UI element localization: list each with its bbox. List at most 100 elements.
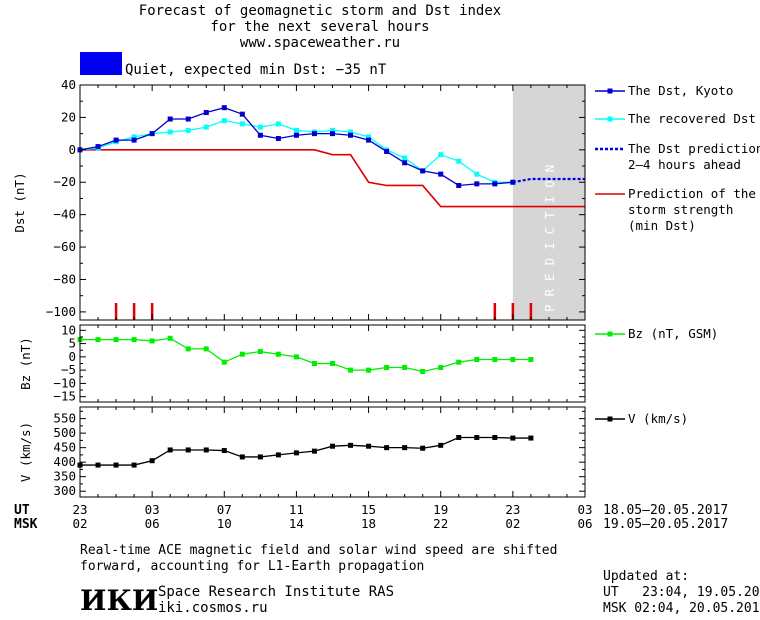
dst-prediction-legend-label: The Dst prediction [628, 141, 760, 156]
kyoto-dst-point [348, 132, 354, 138]
y-tick-label: 5 [68, 336, 76, 351]
prediction-region [512, 85, 585, 320]
speed-point [348, 442, 354, 448]
kyoto-legend-marker [607, 88, 613, 94]
msk-label: MSK [14, 517, 38, 532]
bz-point [275, 351, 281, 357]
speed-point [330, 443, 335, 449]
x-tick-label-ut: 19 [433, 502, 448, 517]
kyoto-dst-point [420, 168, 426, 174]
speed-point [528, 435, 534, 441]
kyoto-dst-point [95, 144, 101, 150]
speed-point [95, 462, 101, 468]
recovered-dst-point [438, 152, 444, 158]
dst-prediction-legend-label: 2–4 hours ahead [628, 157, 741, 172]
kyoto-dst-point [113, 137, 119, 143]
x-tick-label-msk: 02 [505, 516, 520, 531]
bz-point [510, 357, 516, 363]
x-tick-label-msk: 18 [361, 516, 376, 531]
y-tick-label: −80 [53, 271, 76, 286]
speed-point [420, 445, 426, 451]
y-tick-label: 300 [53, 483, 76, 498]
y-axis-label: V (km/s) [18, 422, 33, 482]
storm-legend-label: (min Dst) [628, 218, 696, 233]
x-tick-label-msk: 22 [433, 516, 448, 531]
recovered-legend-marker [607, 116, 613, 122]
bz-point [474, 357, 480, 363]
bz-line [80, 337, 531, 373]
recovered-dst-point [348, 129, 354, 135]
plot-frame [79, 406, 586, 498]
prediction-label: PREDICTION [542, 157, 557, 312]
bz-point [113, 337, 119, 343]
bz-point [528, 357, 534, 363]
y-axis-label: Bz (nT) [18, 337, 33, 390]
bz-point [330, 361, 335, 366]
dst-prediction-line [512, 177, 585, 184]
bz-point [492, 357, 498, 363]
speed-point [113, 462, 119, 468]
recovered-dst-point [203, 124, 209, 130]
speed-point [474, 434, 480, 440]
website-link[interactable]: www.spaceweather.ru [239, 35, 401, 51]
y-tick-label: −40 [53, 207, 76, 222]
y-tick-label: 0 [68, 142, 76, 157]
bz-point [149, 338, 155, 344]
recovered-dst-point [330, 127, 335, 133]
bz-point [239, 351, 245, 357]
x-tick-label-ut: 11 [289, 502, 304, 517]
speed-point [293, 450, 299, 456]
kyoto-dst-point [330, 131, 335, 137]
speed-point [221, 448, 227, 454]
speed-point [402, 445, 408, 451]
recovered-dst-point [257, 124, 263, 130]
speed-point [492, 434, 498, 440]
kyoto-dst-point [257, 132, 263, 138]
v-legend-label: V (km/s) [628, 411, 688, 426]
v-legend-marker [607, 416, 613, 422]
recovered-dst-point [239, 121, 245, 127]
kyoto-dst-point [275, 135, 281, 141]
storm-legend-label: Prediction of the [628, 186, 756, 201]
speed-point [203, 447, 209, 453]
storm-legend-label: storm strength [628, 202, 733, 217]
x-tick-label-ut: 15 [361, 502, 376, 517]
kyoto-dst-line [79, 107, 513, 187]
bz-point [221, 359, 227, 365]
bz-legend-marker [607, 331, 613, 337]
y-tick-label: 500 [53, 425, 76, 440]
y-tick-label: 10 [61, 322, 76, 337]
y-tick-label: 400 [53, 454, 76, 469]
recovered-dst-point [474, 171, 480, 177]
recovered-dst-point [167, 129, 173, 135]
speed-point [275, 452, 281, 458]
institute-url[interactable]: iki.cosmos.ru [158, 600, 268, 616]
recovered-dst-point [185, 127, 191, 133]
kyoto-dst-point [293, 132, 299, 138]
speed-point [510, 435, 516, 441]
speed-point [311, 448, 317, 454]
bz-point [203, 346, 209, 352]
y-tick-label: 550 [53, 411, 76, 426]
x-tick-label-msk: 10 [217, 516, 232, 531]
status-label: Quiet, expected min Dst: −35 nT [125, 62, 387, 78]
updated-label: Updated at: [603, 569, 690, 584]
x-tick-label-msk: 06 [145, 516, 160, 531]
kyoto-dst-point [185, 116, 191, 122]
bz-point [366, 367, 372, 373]
recovered-dst-point [221, 118, 227, 124]
footnote-line2: forward, accounting for L1-Earth propaga… [80, 559, 425, 574]
kyoto-legend-label: The Dst, Kyoto [628, 83, 733, 98]
bz-point [348, 367, 354, 373]
kyoto-dst-point [438, 171, 444, 177]
bz-point [257, 349, 263, 355]
speed-point [456, 434, 462, 440]
y-tick-label: 20 [61, 109, 76, 124]
bz-point [402, 364, 408, 370]
speed-point [384, 445, 390, 451]
kyoto-dst-point [149, 131, 155, 137]
storm-strength-line [80, 149, 585, 208]
iki-logo: ИКИ [80, 584, 159, 617]
ut-range: 18.05–20.05.2017 [603, 503, 729, 518]
